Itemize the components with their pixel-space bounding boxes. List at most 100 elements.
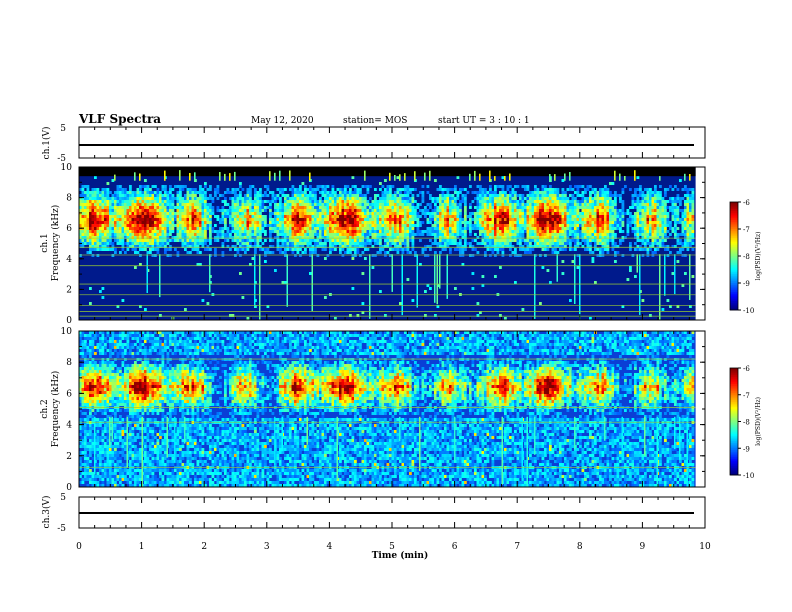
spectrogram-cell <box>354 251 357 254</box>
spectrogram-cell <box>94 209 97 212</box>
spectrogram-cell <box>111 209 115 212</box>
spectrogram-cell <box>324 242 327 245</box>
spectrogram-cell <box>396 248 400 251</box>
spectrogram-cell <box>131 200 135 203</box>
spectrogram-cell <box>239 200 242 203</box>
spectrogram-cell <box>559 236 562 239</box>
spectrogram-cell <box>684 221 687 224</box>
spectrogram-cell <box>189 209 192 212</box>
spectrogram-cell <box>261 203 265 206</box>
spectrogram-cell <box>331 200 335 203</box>
spectrogram-cell <box>591 203 595 206</box>
spectrogram-cell <box>414 215 417 218</box>
spectrogram-cell <box>84 218 87 221</box>
spectrogram-cell <box>184 227 187 230</box>
spectrogram-cell <box>324 296 327 299</box>
spectrogram-cell <box>389 209 392 212</box>
spectrogram-cell <box>106 215 110 218</box>
spectrogram-cell <box>591 221 595 224</box>
spectrogram-cell <box>359 191 362 194</box>
spectrogram-cell <box>431 230 435 233</box>
spectrogram-cell <box>516 227 520 230</box>
spectrogram-cell <box>384 188 387 191</box>
spectrogram-cell <box>606 212 610 215</box>
spectrogram-cell <box>646 251 650 254</box>
spectrogram-cell <box>116 197 120 200</box>
spectrogram-cell <box>341 239 345 242</box>
spectrogram-cell <box>326 218 330 221</box>
spectrogram-cell <box>284 230 287 233</box>
spectrogram-cell <box>636 236 640 239</box>
spectrogram-cell <box>126 218 130 221</box>
spectrogram-cell <box>181 242 185 245</box>
spectrogram-cell <box>499 203 502 206</box>
spectrogram-cell <box>91 209 95 212</box>
spectrogram-cell <box>169 191 172 194</box>
spectrogram-cell <box>124 191 127 194</box>
spectrogram-cell <box>106 227 110 230</box>
spectrogram-cell <box>549 212 552 215</box>
spectrogram-streak <box>434 254 436 303</box>
spectrogram-cell <box>399 236 402 239</box>
spectrogram-cell <box>141 224 145 227</box>
spectrogram-cell <box>551 200 555 203</box>
spectrogram-cell <box>649 191 652 194</box>
spectrogram-cell <box>644 242 647 245</box>
spectrogram-cell <box>176 194 180 197</box>
spectrogram-cell <box>124 221 127 224</box>
spectrogram-cell <box>651 230 655 233</box>
spectrogram-cell <box>524 239 527 242</box>
spectrogram-cell <box>631 221 635 224</box>
spectrogram-cell <box>654 224 657 227</box>
spectrogram-cell <box>366 230 370 233</box>
spectrogram-cell <box>391 227 395 230</box>
spectrogram-cell <box>651 224 655 227</box>
spectrogram-cell <box>186 206 190 209</box>
spectrogram-cell <box>584 215 587 218</box>
spectrogram-cell <box>396 191 400 194</box>
spectrogram-cell <box>559 206 562 209</box>
spectrogram-cell <box>476 242 480 245</box>
spectrogram-cell <box>529 230 532 233</box>
spectrogram-cell <box>136 206 140 209</box>
spectrogram-cell <box>381 236 385 239</box>
spectrogram-cell <box>666 215 670 218</box>
spectrogram-cell <box>356 215 360 218</box>
spectrogram-cell <box>641 248 645 251</box>
spectrogram-cell <box>129 197 132 200</box>
spectrogram-cell <box>546 191 550 194</box>
spectrogram-cell <box>566 224 570 227</box>
spectrogram-cell <box>279 230 282 233</box>
spectrogram-cell <box>146 227 150 230</box>
spectrogram-cell <box>326 197 330 200</box>
spectrogram-cell <box>109 209 112 212</box>
spectrogram-cell <box>234 221 237 224</box>
spectrogram-cell <box>154 203 157 206</box>
spectrogram-cell <box>314 227 317 230</box>
spectrogram-cell <box>506 236 510 239</box>
spectrogram-cell <box>106 182 110 185</box>
spectrogram-cell <box>496 227 500 230</box>
spectrogram-cell <box>396 251 400 254</box>
spectrogram-cell <box>254 239 257 242</box>
spectrogram-cell <box>284 224 287 227</box>
spectrogram-cell <box>181 233 185 236</box>
spectrogram-cell <box>346 221 350 224</box>
spectrogram-cell <box>146 206 150 209</box>
spectrogram-cell <box>531 248 535 251</box>
spectrogram-cell <box>409 251 412 254</box>
spectrogram-cell <box>434 206 437 209</box>
spectrogram-cell <box>346 227 350 230</box>
spectrogram-cell <box>354 230 357 233</box>
spectrogram-cell <box>101 191 105 194</box>
spectrogram-cell <box>541 218 545 221</box>
spectrogram-cell <box>509 233 512 236</box>
spectrogram-cell <box>516 212 520 215</box>
spectrogram-cell <box>691 212 695 215</box>
spectrogram-cell <box>276 242 280 245</box>
spectrogram-cell <box>146 194 150 197</box>
spectrogram-cell <box>94 242 97 245</box>
spectrogram-cell <box>639 194 642 197</box>
spectrogram-cell <box>621 212 625 215</box>
spectrogram-cell <box>434 236 437 239</box>
